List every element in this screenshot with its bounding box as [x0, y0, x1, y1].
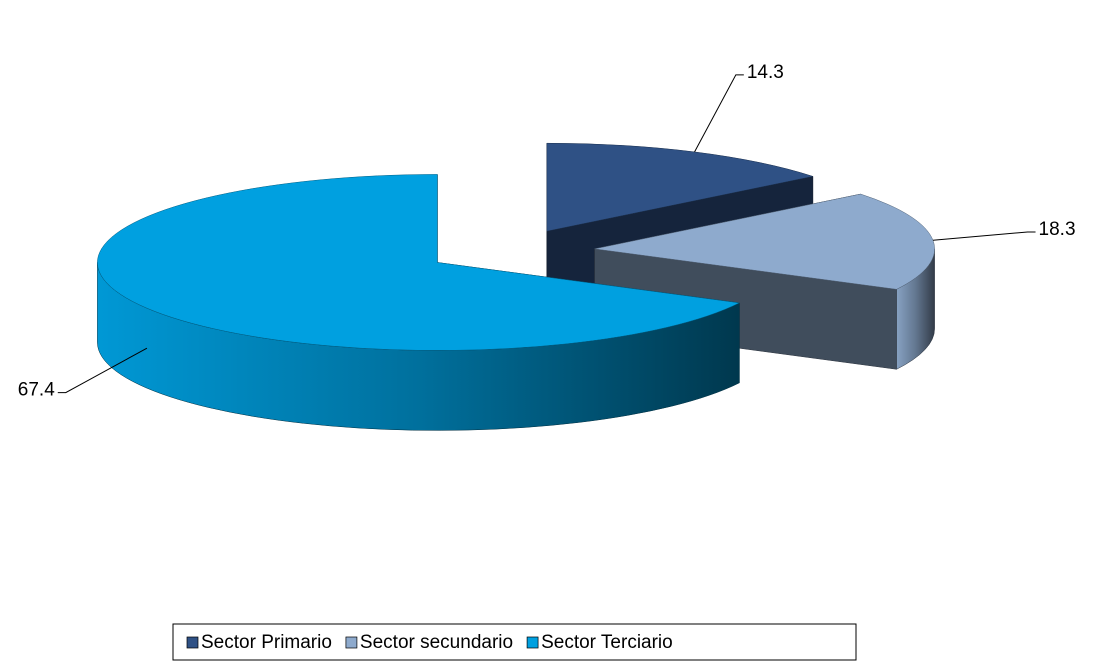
legend-swatch: [345, 636, 358, 649]
leader-line: [694, 74, 744, 153]
data-label: 14.3: [747, 62, 784, 83]
slice-top: [546, 142, 814, 232]
leader-line: [932, 231, 1036, 241]
legend-box: [172, 623, 857, 661]
plot-area: 14.3 18.3 67.4: [18, 62, 1076, 431]
slice-top: [97, 174, 741, 351]
slice: [97, 174, 741, 431]
legend-label: Sector secundario: [360, 632, 513, 653]
legend-swatch: [526, 636, 539, 649]
data-label: 18.3: [1039, 219, 1076, 240]
data-label: 67.4: [18, 380, 55, 401]
legend: Sector Primario Sector secundario Sector T…: [172, 623, 857, 661]
legend-label: Sector Terciario: [541, 632, 673, 653]
legend-label: Sector Primario: [201, 632, 332, 653]
leader-line: [57, 347, 148, 394]
legend-swatch: [186, 636, 199, 649]
